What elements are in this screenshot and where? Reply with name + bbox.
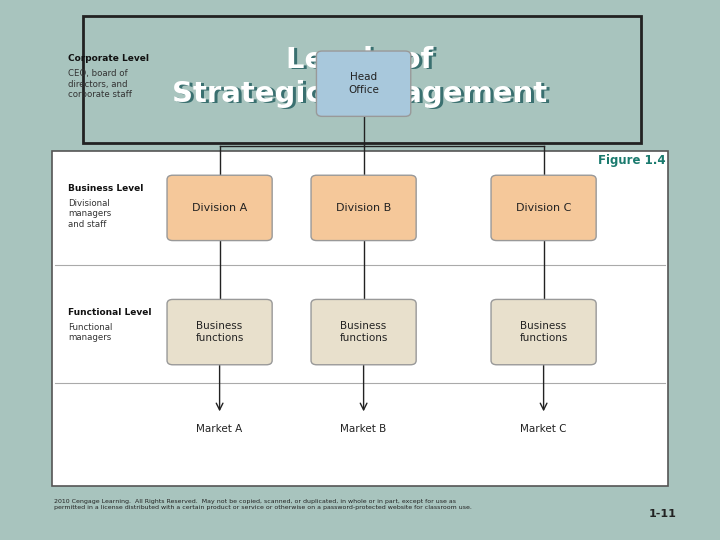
Text: Functional Level: Functional Level <box>68 308 152 317</box>
Text: CEO, board of
directors, and
corporate staff: CEO, board of directors, and corporate s… <box>68 69 132 99</box>
Text: Division B: Division B <box>336 203 391 213</box>
Text: Market B: Market B <box>341 424 387 434</box>
Text: Business
functions: Business functions <box>339 321 388 343</box>
FancyBboxPatch shape <box>491 299 596 365</box>
FancyBboxPatch shape <box>317 51 410 117</box>
Text: Functional
managers: Functional managers <box>68 323 113 342</box>
Text: Division A: Division A <box>192 203 247 213</box>
Text: 1-11: 1-11 <box>649 509 677 519</box>
Text: Corporate Level: Corporate Level <box>68 54 150 63</box>
Bar <box>52 151 668 486</box>
Text: 2010 Cengage Learning.  All Rights Reserved.  May not be copied, scanned, or dup: 2010 Cengage Learning. All Rights Reserv… <box>54 500 472 510</box>
Text: Levels of
Strategic Management: Levels of Strategic Management <box>174 47 550 109</box>
Text: Head
Office: Head Office <box>348 72 379 95</box>
Text: Market C: Market C <box>521 424 567 434</box>
FancyBboxPatch shape <box>167 299 272 365</box>
Text: Division C: Division C <box>516 203 571 213</box>
Text: Business
functions: Business functions <box>519 321 568 343</box>
Text: Levels of
Strategic Management: Levels of Strategic Management <box>172 46 548 108</box>
FancyBboxPatch shape <box>491 175 596 241</box>
Text: Market A: Market A <box>197 424 243 434</box>
Text: Divisional
managers
and staff: Divisional managers and staff <box>68 199 112 228</box>
Bar <box>83 16 641 143</box>
Text: Business
functions: Business functions <box>195 321 244 343</box>
FancyBboxPatch shape <box>311 175 416 241</box>
FancyBboxPatch shape <box>167 175 272 241</box>
Text: Business Level: Business Level <box>68 184 144 193</box>
FancyBboxPatch shape <box>311 299 416 365</box>
Text: Figure 1.4: Figure 1.4 <box>598 154 666 167</box>
